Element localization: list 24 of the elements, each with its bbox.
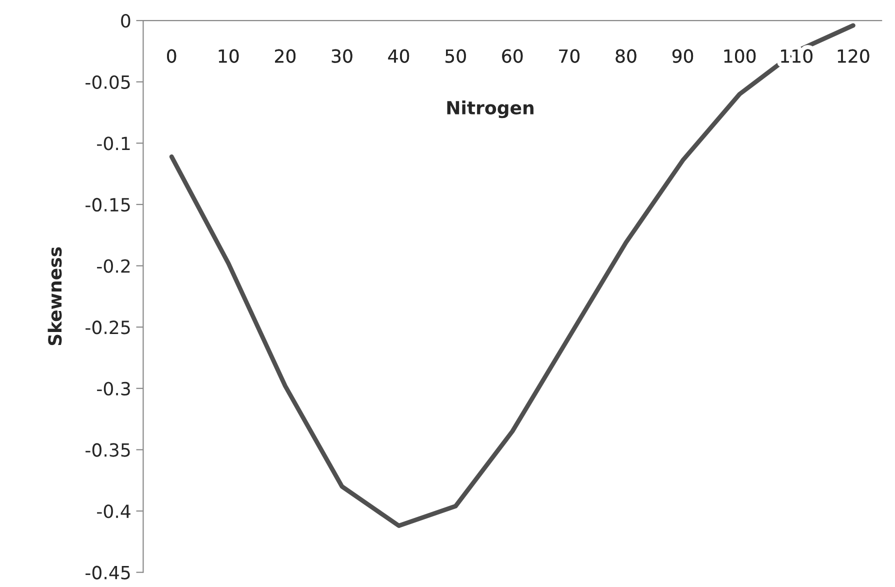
- y-tick-label: -0.3: [97, 382, 130, 396]
- y-tick-label: -0.2: [97, 259, 130, 273]
- x-tick-label: 90: [672, 49, 694, 63]
- x-tick-label: 20: [275, 49, 296, 63]
- x-tick-label: 60: [502, 49, 523, 63]
- x-tick-label: 120: [838, 49, 870, 63]
- y-tick-label: 0: [121, 14, 130, 28]
- y-tick-label: -0.45: [86, 566, 130, 580]
- y-tick-label: -0.15: [86, 198, 130, 212]
- y-tick-label: -0.4: [97, 504, 130, 518]
- x-tick-label: 10: [218, 49, 239, 63]
- x-tick-label: 80: [616, 49, 636, 63]
- y-tick-label: -0.1: [97, 136, 130, 150]
- y-tick-label: -0.05: [86, 75, 130, 89]
- y-axis-title: Skewness: [48, 247, 62, 346]
- x-axis-title: Nitrogen: [447, 100, 534, 118]
- x-tick-label: 40: [388, 49, 410, 63]
- x-tick-label: 0: [167, 49, 176, 63]
- x-tick-label: 30: [332, 49, 352, 63]
- y-tick-label: -0.25: [86, 320, 130, 334]
- y-tick-label: -0.35: [86, 443, 130, 457]
- x-tick-label: 50: [445, 49, 466, 63]
- x-tick-label: 70: [559, 49, 580, 63]
- x-tick-label: 100: [724, 49, 756, 63]
